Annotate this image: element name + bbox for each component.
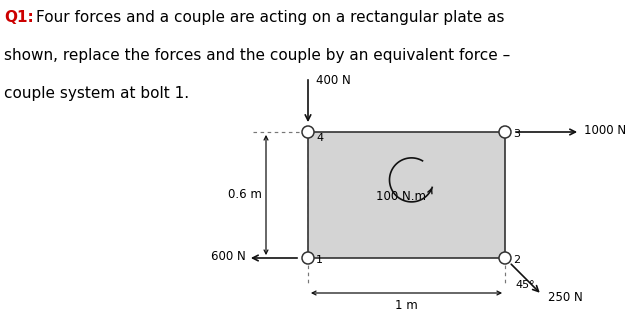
Circle shape — [499, 126, 511, 138]
Circle shape — [499, 252, 511, 264]
Text: Four forces and a couple are acting on a rectangular plate as: Four forces and a couple are acting on a… — [36, 10, 505, 25]
Text: 2: 2 — [513, 255, 520, 265]
Text: shown, replace the forces and the couple by an equivalent force –: shown, replace the forces and the couple… — [4, 48, 510, 63]
Text: 0.6 m: 0.6 m — [228, 188, 262, 202]
Text: 600 N: 600 N — [211, 250, 246, 264]
Text: 4: 4 — [316, 133, 323, 143]
Text: 45°: 45° — [515, 280, 535, 290]
Text: 1: 1 — [316, 255, 323, 265]
Text: 250 N: 250 N — [548, 291, 582, 304]
Text: 100 N.m: 100 N.m — [376, 190, 426, 203]
Text: couple system at bolt 1.: couple system at bolt 1. — [4, 86, 189, 101]
Text: 3: 3 — [513, 129, 520, 139]
Circle shape — [302, 252, 314, 264]
Circle shape — [302, 126, 314, 138]
Bar — [308, 132, 505, 258]
Text: 1000 N: 1000 N — [584, 124, 626, 138]
Text: 400 N: 400 N — [316, 74, 351, 87]
Text: Q1:: Q1: — [4, 10, 34, 25]
Text: 1 m: 1 m — [395, 299, 418, 312]
